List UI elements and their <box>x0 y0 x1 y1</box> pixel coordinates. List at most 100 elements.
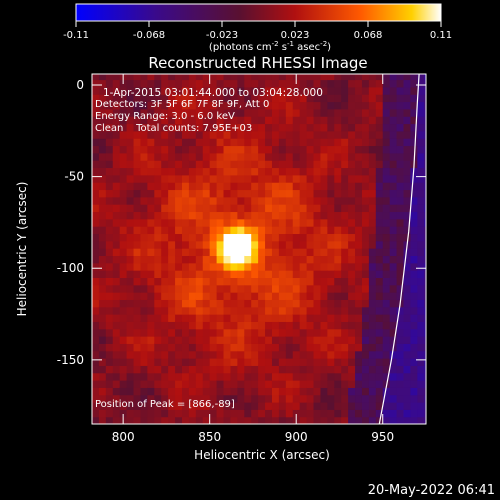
heatmap-cell <box>368 306 377 315</box>
heatmap-cell <box>258 123 266 132</box>
heatmap-cell <box>161 204 169 213</box>
heatmap-cell <box>119 160 128 169</box>
heatmap-cell <box>306 108 315 117</box>
heatmap-cell <box>105 372 114 381</box>
heatmap-cell <box>396 160 405 169</box>
heatmap-cell <box>147 218 155 227</box>
heatmap-cell <box>126 394 135 403</box>
heatmap-cell <box>105 277 114 286</box>
heatmap-cell <box>202 226 211 235</box>
heatmap-cell <box>175 94 183 103</box>
heatmap-cell <box>313 174 322 183</box>
heatmap-cell <box>355 343 363 352</box>
heatmap-cell <box>292 402 301 410</box>
heatmap-cell <box>188 160 197 169</box>
heatmap-cell <box>195 108 204 117</box>
heatmap-cell <box>258 211 266 220</box>
heatmap-cell <box>98 204 107 213</box>
heatmap-cell <box>348 74 356 81</box>
heatmap-cell <box>355 211 363 220</box>
heatmap-cell <box>292 174 301 183</box>
heatmap-cell <box>334 292 342 300</box>
heatmap-cell <box>271 321 280 330</box>
heatmap-cell <box>216 402 225 410</box>
heatmap-cell <box>230 116 238 125</box>
heatmap-cell <box>161 336 169 344</box>
heatmap-cell <box>285 233 294 242</box>
heatmap-cell <box>389 145 398 154</box>
heatmap-cell <box>216 108 225 117</box>
heatmap-cell <box>258 402 266 410</box>
heatmap-cell <box>320 74 328 81</box>
heatmap-cell <box>119 328 128 337</box>
heatmap-cell <box>216 328 225 337</box>
heatmap-cell <box>209 240 218 249</box>
heatmap-cell <box>126 270 135 278</box>
heatmap-cell <box>417 350 425 359</box>
heatmap-cell <box>168 248 176 257</box>
heatmap-cell <box>209 314 218 322</box>
heatmap-cell <box>154 94 162 103</box>
heatmap-cell <box>389 233 398 242</box>
heatmap-cell <box>320 240 328 249</box>
heatmap-cell <box>181 292 190 300</box>
heatmap-cell <box>147 130 155 139</box>
heatmap-cell <box>223 138 232 147</box>
heatmap-cell <box>258 248 266 257</box>
heatmap-cell <box>361 409 370 418</box>
heatmap-cell <box>175 86 183 95</box>
heatmap-cell <box>98 108 107 117</box>
heatmap-cell <box>424 74 426 81</box>
heatmap-cell <box>382 402 391 410</box>
heatmap-cell <box>140 196 148 205</box>
heatmap-cell <box>92 292 100 300</box>
heatmap-cell <box>368 248 377 257</box>
heatmap-cell <box>175 372 183 381</box>
heatmap-cell <box>168 233 176 242</box>
heatmap-cell <box>126 74 135 81</box>
heatmap-cell <box>181 387 190 396</box>
heatmap-cell <box>181 277 190 286</box>
heatmap-cell <box>410 233 418 242</box>
heatmap-cell <box>355 358 363 366</box>
heatmap-cell <box>278 277 287 286</box>
heatmap-cell <box>306 270 315 278</box>
heatmap-cell <box>209 402 218 410</box>
heatmap-cell <box>133 358 142 366</box>
heatmap-cell <box>98 248 107 257</box>
heatmap-cell <box>375 394 384 403</box>
heatmap-cell <box>209 350 218 359</box>
heatmap-cell <box>126 240 135 249</box>
heatmap-cell <box>237 350 245 359</box>
heatmap-cell <box>403 226 412 235</box>
heatmap-cell <box>92 380 100 388</box>
heatmap-cell <box>237 394 245 403</box>
heatmap-cell <box>327 409 335 418</box>
heatmap-cell <box>313 372 322 381</box>
heatmap-cell <box>181 394 190 403</box>
heatmap-cell <box>389 277 398 286</box>
heatmap-cell <box>251 130 259 139</box>
heatmap-cell <box>98 233 107 242</box>
heatmap-cell <box>140 314 148 322</box>
heatmap-cell <box>271 314 280 322</box>
heatmap-cell <box>389 108 398 117</box>
heatmap-cell <box>126 314 135 322</box>
heatmap-cell <box>341 416 349 424</box>
heatmap-cell <box>258 299 266 308</box>
heatmap-cell <box>230 196 238 205</box>
heatmap-cell <box>299 79 308 88</box>
heatmap-cell <box>327 211 335 220</box>
heatmap-cell <box>209 204 218 213</box>
heatmap-cell <box>154 262 162 271</box>
heatmap-cell <box>375 277 384 286</box>
heatmap-cell <box>341 328 349 337</box>
heatmap-cell <box>202 182 211 191</box>
heatmap-cell <box>410 116 418 125</box>
heatmap-cell <box>237 218 245 227</box>
heatmap-cell <box>251 262 259 271</box>
heatmap-cell <box>119 255 128 264</box>
heatmap-cell <box>271 233 280 242</box>
heatmap-cell <box>154 108 162 117</box>
heatmap-cell <box>230 86 238 95</box>
